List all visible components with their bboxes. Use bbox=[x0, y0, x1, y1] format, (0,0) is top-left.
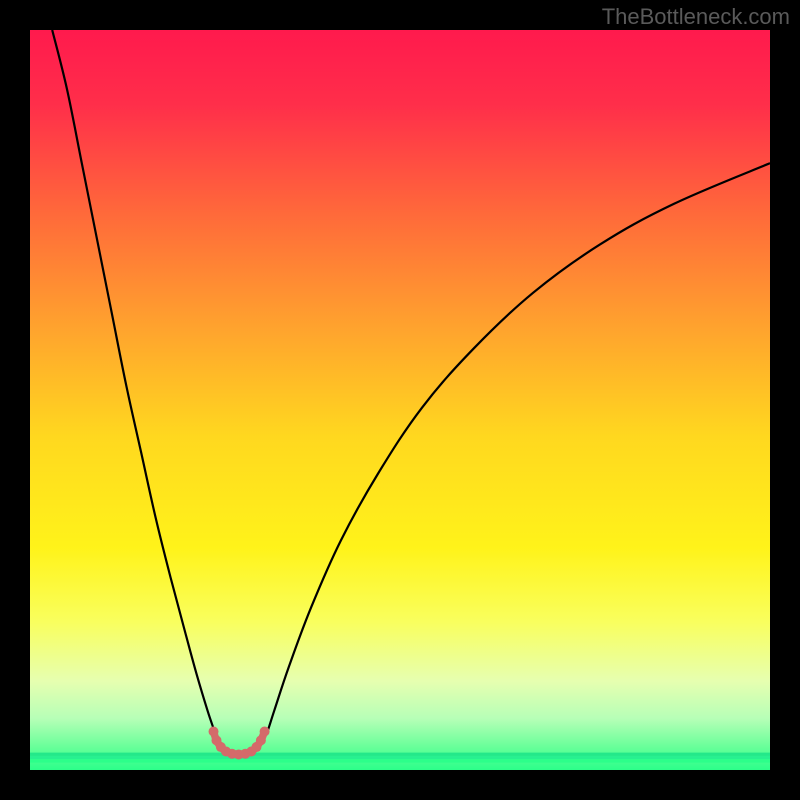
baseline-bands bbox=[30, 753, 770, 763]
watermark-text: TheBottleneck.com bbox=[602, 4, 790, 30]
bottleneck-chart bbox=[0, 0, 800, 800]
plot-background bbox=[30, 30, 770, 770]
chart-viewport: TheBottleneck.com bbox=[0, 0, 800, 800]
